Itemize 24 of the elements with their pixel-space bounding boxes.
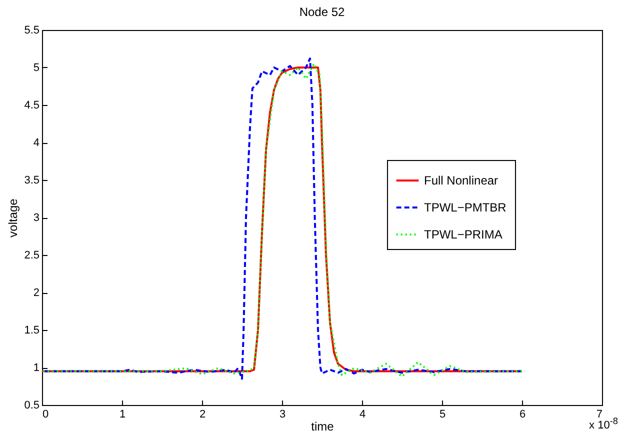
legend-label: TPWL−PMTBR (424, 200, 507, 214)
x-tick-label: 3 (279, 408, 286, 420)
chart-title: Node 52 (299, 5, 346, 19)
y-tick-label: 5 (33, 62, 40, 74)
x-tick-label: 0 (42, 408, 49, 420)
y-tick-label: 2 (33, 287, 40, 299)
y-tick-label: 4.5 (24, 100, 40, 112)
y-tick-label: 3 (33, 212, 40, 224)
legend-label: TPWL−PRIMA (424, 228, 502, 242)
legend-label: Full Nonlinear (424, 174, 498, 188)
x-tick-label: 2 (199, 408, 206, 420)
x-tick-label: 1 (119, 408, 126, 420)
y-tick-label: 0.5 (24, 400, 40, 412)
y-tick-label: 5.5 (24, 24, 40, 36)
y-tick-label: 4 (33, 137, 40, 149)
y-tick-label: 3.5 (24, 174, 40, 186)
y-tick-label: 1.5 (24, 324, 40, 336)
x-tick-label: 6 (519, 408, 526, 420)
x-axis-title: time (311, 420, 334, 433)
y-axis-title: voltage (6, 198, 20, 238)
x-tick-label: 5 (439, 408, 446, 420)
x-tick-label: 4 (359, 408, 366, 420)
y-tick-label: 2.5 (24, 250, 40, 262)
y-tick-label: 1 (33, 362, 40, 374)
